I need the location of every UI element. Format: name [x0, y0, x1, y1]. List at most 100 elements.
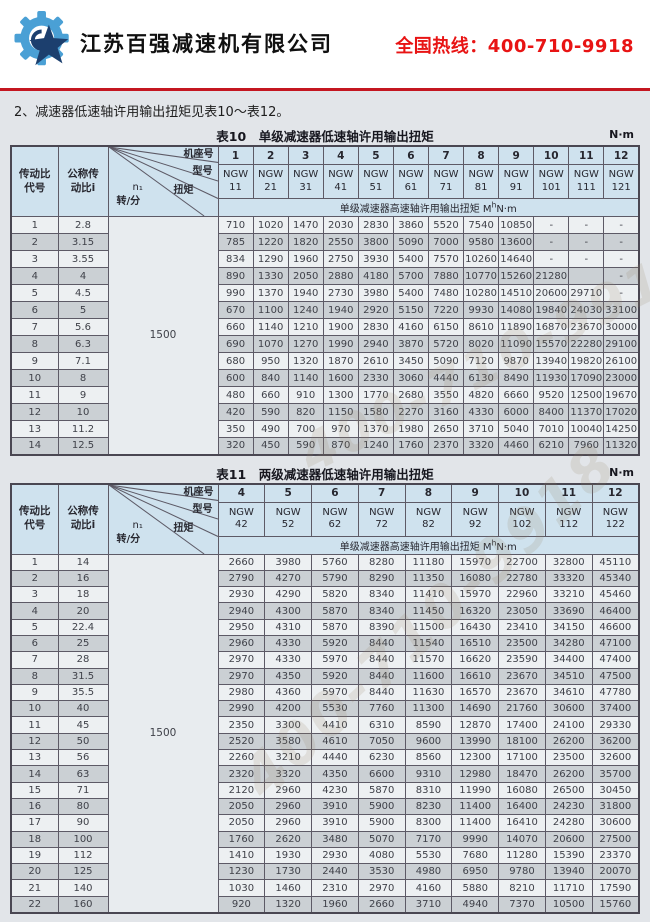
- ratio-code-cell: 21: [10, 879, 59, 897]
- frame-number-cell: 8: [463, 145, 500, 165]
- hotline-number: 全国热线：400-710-9918: [395, 36, 634, 57]
- torque-value-cell: 22700: [498, 553, 546, 571]
- ratio-code-cell: 6: [10, 301, 59, 319]
- torque-value-cell: 1240: [357, 437, 394, 455]
- torque-value-cell: 3930: [357, 250, 394, 268]
- torque-value-cell: 1140: [287, 369, 324, 387]
- table11-caption-row: 表11 两级减速器低速轴许用输出扭矩 N·m: [10, 464, 640, 483]
- torque-value-cell: 11280: [498, 846, 546, 865]
- torque-value-cell: 5040: [498, 420, 535, 438]
- frame-number-cell: 9: [451, 483, 500, 503]
- torque-value-cell: 10280: [463, 284, 500, 302]
- frame-number-cell: 1: [217, 145, 254, 165]
- torque-value-cell: 3860: [392, 216, 429, 234]
- frame-number-cell: 8: [404, 483, 453, 503]
- torque-value-cell: 8440: [357, 667, 406, 685]
- torque-value-cell: 7010: [533, 420, 570, 438]
- ratio-code-cell: 11: [10, 386, 59, 404]
- torque-value-cell: 5530: [311, 700, 359, 718]
- frame-number-cell: 9: [498, 145, 535, 165]
- torque-value-cell: 2270: [392, 403, 429, 421]
- torque-value-cell: 5880: [451, 879, 500, 897]
- nominal-ratio-cell: 6.3: [57, 335, 109, 353]
- torque-value-cell: 3550: [427, 386, 465, 404]
- torque-value-cell: 10040: [568, 420, 605, 438]
- torque-value-cell: 20600: [544, 830, 593, 848]
- nominal-ratio-cell: 50: [57, 732, 109, 751]
- model-cell: NGW 102: [498, 501, 546, 537]
- corner-cell: 机座号 型号 扭矩 n₁ 转/分: [107, 145, 219, 217]
- nominal-ratio-cell: 11.2: [57, 420, 109, 438]
- torque-value-cell: 1470: [287, 216, 324, 234]
- ratio-code-cell: 12: [10, 403, 59, 421]
- torque-value-cell: -: [533, 216, 570, 234]
- torque-value-cell: 5970: [311, 683, 359, 702]
- torque-value-cell: 590: [252, 403, 289, 421]
- torque-value-cell: 7880: [427, 267, 465, 285]
- ratio-code-cell: 1: [10, 216, 59, 234]
- torque-value-cell: 8440: [357, 651, 406, 669]
- torque-value-cell: 47100: [591, 634, 640, 653]
- frame-number-cell: 12: [603, 145, 640, 165]
- torque-value-cell: 1990: [322, 335, 359, 353]
- torque-value-cell: 2960: [264, 814, 313, 832]
- torque-value-cell: 1020: [252, 216, 289, 234]
- torque-value-cell: 4290: [264, 586, 313, 604]
- torque-value-cell: 1930: [264, 846, 313, 865]
- frame-number-cell: 10: [498, 483, 546, 503]
- torque-value-cell: 890: [217, 267, 254, 285]
- torque-value-cell: 34400: [544, 651, 593, 669]
- nominal-ratio-cell: 10: [57, 403, 109, 421]
- torque-value-cell: 660: [217, 318, 254, 336]
- torque-value-cell: 5870: [311, 602, 359, 620]
- torque-value-cell: 7570: [427, 250, 465, 268]
- torque-value-cell: 5520: [427, 216, 465, 234]
- torque-value-cell: 2030: [322, 216, 359, 234]
- ratio-code-cell: 7: [10, 651, 59, 669]
- model-cell: NGW 71: [427, 164, 465, 199]
- torque-value-cell: 9780: [498, 863, 546, 881]
- table-row: 2 3.15 785 1220 1820 2550 3800 5090 7000 9580 1360…: [10, 233, 640, 251]
- torque-value-cell: 4410: [311, 716, 359, 734]
- torque-value-cell: 450: [252, 437, 289, 455]
- model-row: NGW 42 NGW 52 NGW 62 NGW 72 NGW 82 NGW 92 NGW …: [11, 501, 640, 537]
- torque-value-cell: 4360: [264, 683, 313, 702]
- torque-value-cell: 420: [217, 403, 254, 421]
- torque-value-cell: 1230: [217, 863, 266, 881]
- torque-value-cell: 15970: [451, 553, 500, 571]
- ratio-code-cell: 3: [10, 250, 59, 268]
- torque-value-cell: 2550: [322, 233, 359, 251]
- table-row: 1 2.8 1500 710 1020 1470 2030 2830 3860 5520 7540 1…: [10, 216, 640, 455]
- torque-value-cell: 1960: [311, 895, 359, 914]
- nominal-ratio-cell: 3.15: [57, 233, 109, 251]
- table-row: 10 40 2990 4200 5530 7760 11300 14690 21760 30600…: [10, 700, 640, 718]
- ratio-code-cell: 2: [10, 569, 59, 588]
- torque-value-cell: 29100: [603, 335, 640, 353]
- torque-value-cell: 16620: [451, 651, 500, 669]
- torque-value-cell: 4330: [264, 651, 313, 669]
- torque-value-cell: 3870: [392, 335, 429, 353]
- torque-value-cell: 23590: [498, 651, 546, 669]
- table-row: 14 63 2320 3320 4350 6600 9310 12980 18470 26200 3…: [10, 765, 640, 783]
- torque-value-cell: 9520: [533, 386, 570, 404]
- torque-value-cell: -: [568, 233, 605, 251]
- frame-number-cell: 6: [392, 145, 429, 165]
- torque-value-cell: 24030: [568, 301, 605, 319]
- torque-value-cell: 13940: [544, 863, 593, 881]
- torque-value-cell: 22280: [568, 335, 605, 353]
- nominal-ratio-cell: 40: [57, 700, 109, 718]
- nominal-ratio-cell: 63: [57, 765, 109, 783]
- ratio-code-cell: 4: [10, 602, 59, 620]
- torque-value-cell: 690: [217, 335, 254, 353]
- torque-value-cell: 8020: [463, 335, 500, 353]
- torque-value-cell: 15970: [451, 586, 500, 604]
- torque-value-cell: 20600: [533, 284, 570, 302]
- torque-value-cell: 11300: [404, 700, 453, 718]
- ratio-code-cell: 15: [10, 781, 59, 799]
- torque-value-cell: 14080: [498, 301, 535, 319]
- company-logo-icon: [14, 11, 69, 66]
- table-row: 3 18 2930 4290 5820 8340 11410 15970 22960 33210 4…: [10, 586, 640, 604]
- nominal-ratio-cell: 2.8: [57, 216, 109, 234]
- table-row: 11 45 2350 3300 4410 6310 8590 12870 17400 24100 2…: [10, 716, 640, 734]
- torque-value-cell: 3910: [311, 797, 359, 816]
